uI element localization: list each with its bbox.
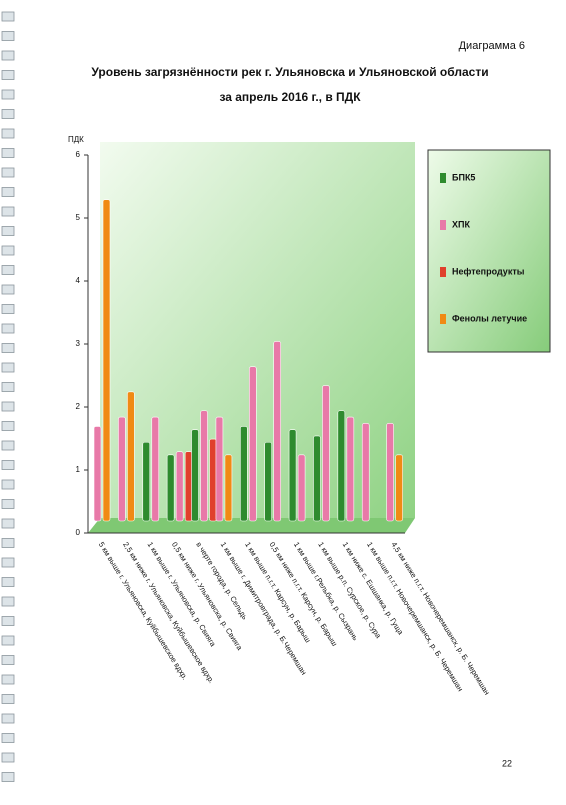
binder-rings: [1, 11, 15, 782]
ring: [1, 596, 15, 607]
ring: [1, 421, 15, 431]
ring: [1, 109, 15, 119]
ring: [1, 265, 15, 275]
legend-swatch: [440, 267, 446, 277]
y-tick-label: 2: [76, 402, 81, 411]
header: Диаграмма 6: [459, 40, 525, 52]
legend-label: ХПК: [452, 219, 470, 229]
ring: [1, 772, 15, 782]
legend-swatch: [440, 220, 446, 230]
legend-box: [427, 149, 551, 353]
ring: [1, 11, 15, 22]
bar: [346, 416, 355, 522]
ring: [1, 187, 15, 197]
bar: [395, 454, 403, 522]
bar: [215, 416, 224, 522]
ring: [1, 577, 15, 587]
bar: [386, 423, 394, 522]
page-number: 22: [502, 758, 512, 768]
bar: [297, 454, 306, 522]
ring: [1, 31, 15, 41]
ring: [1, 694, 15, 704]
ring: [1, 674, 15, 685]
ring: [1, 479, 15, 490]
y-tick-label: 3: [76, 339, 81, 348]
bar: [209, 438, 217, 522]
ring: [1, 362, 15, 373]
chart-title: Уровень загрязнённости рек г. Ульяновска…: [91, 65, 488, 79]
legend-swatch: [440, 173, 446, 183]
bar: [175, 451, 184, 522]
ring: [1, 343, 15, 353]
ring: [1, 148, 15, 158]
ring: [1, 128, 15, 139]
ring: [1, 167, 15, 178]
ring: [1, 70, 15, 80]
ring: [1, 89, 15, 100]
bar: [200, 410, 208, 522]
legend-label: БПК5: [452, 172, 475, 182]
ring: [1, 401, 15, 412]
ring: [1, 382, 15, 392]
floor: [88, 518, 415, 533]
bar: [322, 385, 330, 522]
bar: [142, 441, 151, 522]
bar: [313, 435, 321, 522]
ring: [1, 206, 15, 217]
bar: [184, 451, 193, 522]
ring: [1, 752, 15, 763]
y-tick-label: 4: [76, 276, 81, 285]
ring: [1, 226, 15, 236]
bar: [361, 423, 370, 522]
legend-label: Фенолы летучие: [452, 313, 527, 323]
bar: [166, 454, 175, 522]
bar: [118, 416, 126, 522]
legend-swatch: [440, 314, 446, 324]
ring: [1, 557, 15, 568]
y-tick-label: 1: [76, 465, 81, 474]
ring: [1, 440, 15, 451]
ring: [1, 616, 15, 626]
y-tick-label: 6: [76, 150, 81, 159]
y-tick-label: 0: [76, 528, 81, 537]
bar: [273, 341, 281, 522]
legend-label: Нефтепродукты: [452, 266, 525, 276]
bar: [151, 416, 160, 522]
ring: [1, 655, 15, 665]
y-tick-label: 5: [76, 213, 81, 222]
ring: [1, 499, 15, 509]
bar: [102, 199, 111, 522]
y-axis-label: ПДК: [68, 135, 84, 144]
ring: [1, 460, 15, 470]
bar: [288, 429, 297, 522]
ring: [1, 518, 15, 529]
bar: [240, 426, 248, 522]
chart-subtitle: за апрель 2016 г., в ПДК: [219, 90, 361, 104]
bar: [249, 366, 257, 522]
ring: [1, 304, 15, 314]
bar: [337, 410, 346, 522]
ring: [1, 284, 15, 295]
bar: [264, 441, 272, 522]
bar: [93, 426, 102, 522]
ring: [1, 50, 15, 61]
bar: [127, 391, 135, 522]
ring: [1, 245, 15, 256]
ring: [1, 635, 15, 646]
ring: [1, 733, 15, 743]
ring: [1, 538, 15, 548]
ring: [1, 323, 15, 334]
bar: [191, 429, 199, 522]
bar: [224, 454, 233, 522]
ring: [1, 713, 15, 724]
